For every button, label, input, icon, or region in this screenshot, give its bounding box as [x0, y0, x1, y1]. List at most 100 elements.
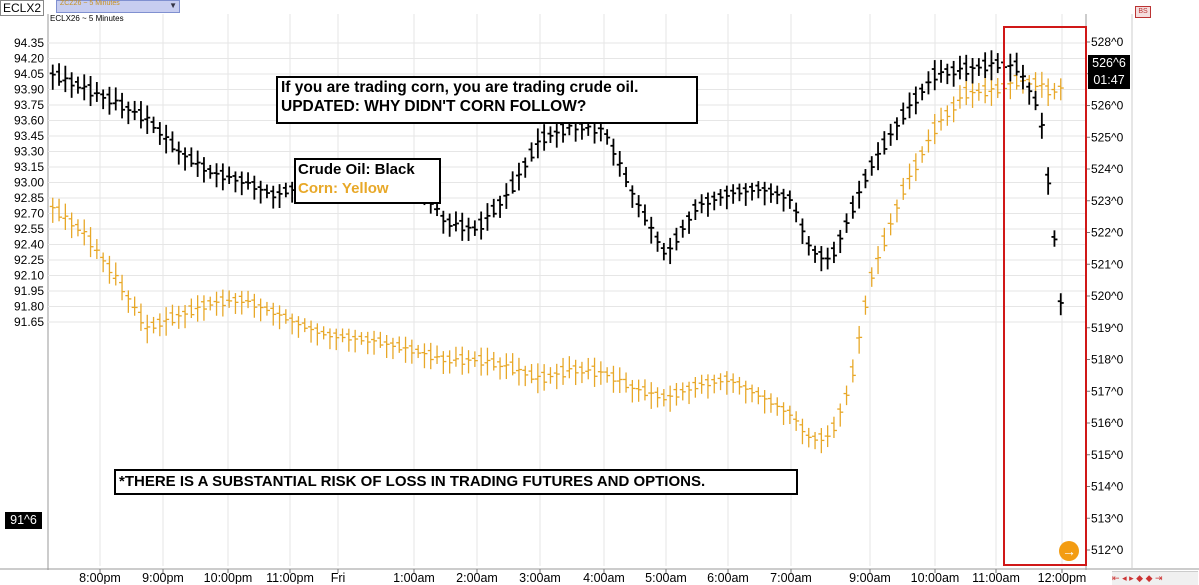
- crude-bar: [799, 218, 806, 244]
- scroll-prev-icon[interactable]: ◂: [1122, 573, 1127, 583]
- disclaimer-text: *THERE IS A SUBSTANTIAL RISK OF LOSS IN …: [119, 473, 706, 490]
- corn-bar: [610, 365, 617, 393]
- crude-bar: [452, 211, 459, 232]
- crude-bar: [711, 191, 718, 211]
- crude-bar: [938, 59, 945, 83]
- symbol-selector[interactable]: ECLX2: [0, 0, 45, 16]
- headline-line-2: UPDATED: WHY DIDN'T CORN FOLLOW?: [281, 98, 587, 115]
- left-tick-label: 91.80: [14, 300, 44, 314]
- corn-bar: [345, 328, 352, 352]
- corn-bar: [698, 374, 705, 394]
- corn-bar: [396, 336, 403, 353]
- left-tick-label: 93.30: [14, 145, 44, 159]
- corn-bar: [856, 325, 863, 354]
- crude-bar: [200, 157, 207, 183]
- crude-bar: [818, 246, 825, 272]
- corn-bar: [326, 328, 333, 350]
- corn-bar: [515, 357, 522, 386]
- corn-bar: [566, 356, 573, 379]
- crude-bar: [736, 183, 743, 202]
- left-tick-label: 92.55: [14, 222, 44, 236]
- crude-bar: [484, 203, 491, 231]
- corn-series: [49, 66, 1064, 454]
- corn-bar: [761, 390, 768, 414]
- crude-bar: [774, 185, 781, 205]
- corn-bar: [389, 337, 396, 360]
- scroll-last-icon[interactable]: ⇥: [1155, 573, 1163, 583]
- crude-bar: [446, 213, 453, 237]
- crude-bar: [1057, 293, 1064, 316]
- corn-bar: [969, 82, 976, 108]
- crude-bar: [906, 92, 913, 119]
- crude-bar: [812, 245, 819, 263]
- corn-bar: [730, 373, 737, 393]
- crude-bar: [219, 163, 226, 191]
- right-tick-label: 518^0: [1091, 353, 1124, 367]
- right-tick-label: 524^0: [1091, 162, 1124, 176]
- corn-bar: [635, 379, 642, 402]
- corn-bar: [295, 316, 302, 338]
- right-price-axis: 528^0527^0526^0525^0524^0523^0522^0521^0…: [1086, 35, 1124, 557]
- scroll-first-icon[interactable]: ⇤: [1112, 573, 1120, 583]
- corn-bar: [238, 290, 245, 315]
- corn-bar: [679, 382, 686, 401]
- crude-bar: [805, 236, 812, 256]
- corn-bar: [163, 307, 170, 336]
- crude-bar: [982, 52, 989, 79]
- crude-bar: [150, 116, 157, 134]
- crude-bar: [245, 172, 252, 190]
- corn-bar: [591, 357, 598, 387]
- right-tick-label: 526^0: [1091, 99, 1124, 113]
- overlay-symbol-dropdown[interactable]: ZCZ26 ~ 5 Minutes ▼: [56, 0, 180, 13]
- corn-bar: [251, 293, 258, 318]
- arrow-right-circle-icon[interactable]: →: [1059, 541, 1079, 561]
- zoom-out-icon[interactable]: ◆: [1145, 573, 1153, 583]
- right-tick-label: 517^0: [1091, 384, 1124, 398]
- right-tick-label: 516^0: [1091, 416, 1124, 430]
- corn-bar: [950, 96, 957, 123]
- crude-bar: [478, 211, 485, 240]
- corn-bar: [408, 339, 415, 364]
- crude-bar: [541, 124, 548, 151]
- x-tick-label: 8:00pm: [79, 571, 121, 584]
- crude-bar: [868, 156, 875, 176]
- crude-bar: [213, 163, 220, 188]
- headline-line-1: If you are trading corn, you are trading…: [281, 79, 639, 96]
- corn-bar: [900, 177, 907, 200]
- crude-bar: [698, 194, 705, 214]
- corn-bar: [125, 290, 132, 313]
- corn-bar: [226, 290, 233, 308]
- corn-bar: [56, 198, 63, 222]
- corn-bar: [585, 357, 592, 380]
- scroll-next-icon[interactable]: ▸: [1129, 573, 1134, 583]
- left-tick-label: 92.70: [14, 207, 44, 221]
- left-tick-label: 92.10: [14, 269, 44, 283]
- right-tick-label: 521^0: [1091, 257, 1124, 271]
- crude-bar: [125, 101, 132, 125]
- crude-bar: [673, 227, 680, 251]
- x-tick-label: 11:00pm: [266, 571, 314, 584]
- crude-bar: [843, 213, 850, 233]
- corn-bar: [528, 364, 535, 384]
- crude-bar: [119, 92, 126, 119]
- bs-badge[interactable]: BS: [1135, 6, 1151, 18]
- left-tick-label: 93.90: [14, 83, 44, 97]
- crude-bar: [87, 75, 94, 107]
- corn-bar: [270, 302, 277, 326]
- crude-bar: [106, 86, 113, 115]
- corn-bar: [912, 153, 919, 182]
- corn-bar: [434, 345, 441, 364]
- x-tick-label: 5:00am: [645, 571, 687, 584]
- corn-last-price-tag: 526^6 01:47: [1088, 55, 1130, 89]
- corn-bar: [364, 331, 371, 355]
- corn-bar: [824, 425, 831, 448]
- crude-bar: [723, 185, 730, 210]
- corn-bar: [837, 403, 844, 427]
- corn-bar: [213, 291, 220, 316]
- crude-bar: [830, 241, 837, 264]
- zoom-in-icon[interactable]: ◆: [1136, 573, 1144, 583]
- corn-bar: [938, 107, 945, 131]
- right-tick-label: 519^0: [1091, 321, 1124, 335]
- corn-bar: [100, 252, 107, 273]
- corn-bar: [692, 377, 699, 398]
